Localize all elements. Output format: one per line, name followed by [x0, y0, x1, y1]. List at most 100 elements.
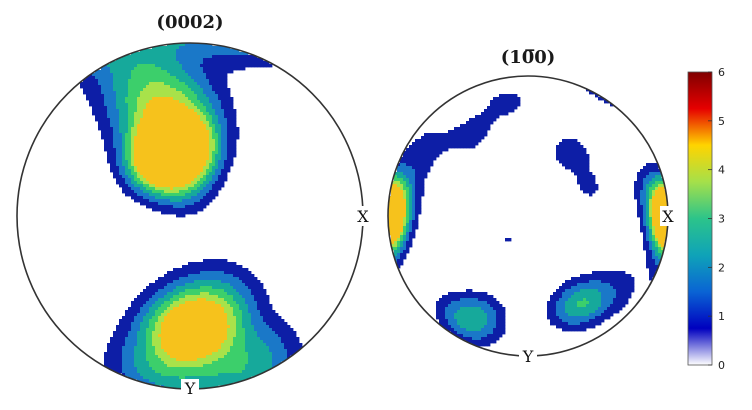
pole-figure-10-10-density-cell	[646, 169, 650, 173]
pole-figure-0002-density-cell	[188, 211, 192, 215]
pole-figure-0002-density-cell	[233, 118, 237, 122]
pole-figure-10-10-density-cell	[559, 148, 563, 152]
pole-figure-0002-density-cell	[161, 145, 165, 149]
pole-figure-0002-density-cell	[149, 361, 153, 365]
pole-figure-0002-density-cell	[158, 298, 162, 302]
pole-figure-10-10-density-cell	[403, 190, 407, 194]
pole-figure-0002-density-cell	[194, 130, 198, 134]
pole-figure-0002-density-cell	[212, 298, 216, 302]
pole-figure-0002-density-cell	[182, 298, 186, 302]
pole-figure-0002-density-cell	[146, 103, 150, 107]
pole-figure-0002-density-cell	[110, 73, 114, 77]
pole-figure-10-10-density-cell	[469, 127, 473, 131]
pole-figure-0002-density-cell	[218, 49, 222, 53]
pole-figure-0002-density-cell	[188, 205, 192, 209]
pole-figure-0002-density-cell	[191, 100, 195, 104]
pole-figure-10-10-density-cell	[649, 178, 653, 182]
pole-figure-0002-density-cell	[164, 367, 168, 371]
pole-figure-0002-density-cell	[191, 88, 195, 92]
pole-figure-0002-density-cell	[203, 133, 207, 137]
pole-figure-0002-density-cell	[197, 367, 201, 371]
pole-figure-0002-density-cell	[257, 355, 261, 359]
pole-figure-0002-density-cell	[149, 118, 153, 122]
pole-figure-0002-density-cell	[227, 148, 231, 152]
pole-figure-0002-density-cell	[158, 49, 162, 53]
pole-figure-0002-density-cell	[275, 313, 279, 317]
pole-figure-0002-density-cell	[203, 109, 207, 113]
pole-figure-0002-density-cell	[170, 181, 174, 185]
pole-figure-0002-density-cell	[227, 136, 231, 140]
pole-figure-0002-density-cell	[215, 115, 219, 119]
pole-figure-0002-density-cell	[113, 334, 117, 338]
pole-figure-0002-density-cell	[275, 325, 279, 329]
pole-figure-0002-density-cell	[89, 79, 93, 83]
pole-figure-0002-density-cell	[224, 157, 228, 161]
pole-figure-0002-density-cell	[164, 340, 168, 344]
pole-figure-0002-density-cell	[227, 166, 231, 170]
pole-figure-0002-density-cell	[155, 169, 159, 173]
pole-figure-0002-density-cell	[134, 88, 138, 92]
pole-figure-0002-density-cell	[233, 307, 237, 311]
pole-figure-0002-density-cell	[212, 310, 216, 314]
pole-figure-0002-density-cell	[194, 331, 198, 335]
pole-figure-0002-density-cell	[122, 106, 126, 110]
pole-figure-0002-density-cell	[158, 142, 162, 146]
pole-figure-0002-density-cell	[182, 73, 186, 77]
pole-figure-0002-density-cell	[170, 373, 174, 377]
pole-figure-0002-density-cell	[197, 271, 201, 275]
pole-figure-0002-density-cell	[200, 286, 204, 290]
pole-figure-0002-density-cell	[182, 280, 186, 284]
pole-figure-10-10-density-cell	[649, 163, 653, 167]
pole-figure-0002-density-cell	[230, 301, 234, 305]
pole-figure-10-10-density-cell	[412, 151, 416, 155]
pole-figure-0002-density-cell	[161, 283, 165, 287]
pole-figure-0002-density-cell	[131, 358, 135, 362]
pole-figure-0002-density-cell	[248, 373, 252, 377]
pole-figure-0002-density-cell	[176, 148, 180, 152]
pole-figure-0002-density-cell	[248, 337, 252, 341]
pole-figure-10-10-density-cell	[421, 136, 425, 140]
pole-figure-0002-density-cell	[143, 163, 147, 167]
pole-figure-0002-density-cell	[173, 295, 177, 299]
pole-figure-10-10-density-cell	[574, 151, 578, 155]
pole-figure-0002-density-cell	[149, 298, 153, 302]
pole-figure-0002-density-cell	[212, 94, 216, 98]
pole-figure-0002-density-cell	[185, 178, 189, 182]
pole-figure-0002-density-cell	[116, 145, 120, 149]
pole-figure-10-10-density-cell	[391, 190, 395, 194]
pole-figure-0002-density-cell	[146, 175, 150, 179]
pole-figure-0002-density-cell	[242, 58, 246, 62]
pole-figure-0002-density-cell	[200, 79, 204, 83]
pole-figure-10-10-density-cell	[457, 127, 461, 131]
pole-figure-0002-density-cell	[167, 331, 171, 335]
pole-figure-0002-density-cell	[116, 118, 120, 122]
pole-figure-0002-density-cell	[179, 97, 183, 101]
pole-figure-0002-density-cell	[287, 355, 291, 359]
pole-figure-0002-density-cell	[143, 361, 147, 365]
pole-figure-0002-density-cell	[209, 169, 213, 173]
pole-figure-0002-density-cell	[179, 280, 183, 284]
pole-figure-0002-density-cell	[140, 178, 144, 182]
pole-figure-0002-density-cell	[230, 130, 234, 134]
pole-figure-0002-density-cell	[122, 316, 126, 320]
pole-figure-0002-density-cell	[203, 319, 207, 323]
pole-figure-0002-density-cell	[176, 382, 180, 386]
pole-figure-10-10-density-cell	[571, 139, 575, 143]
pole-figure-0002-density-cell	[185, 331, 189, 335]
pole-figure-0002-density-cell	[152, 355, 156, 359]
pole-figure-0002-density-cell	[173, 151, 177, 155]
pole-figure-0002-density-cell	[185, 151, 189, 155]
pole-figure-0002-density-cell	[113, 79, 117, 83]
pole-figure-0002-density-cell	[170, 88, 174, 92]
pole-figure-0002-density-cell	[104, 97, 108, 101]
pole-figure-0002-density-cell	[140, 328, 144, 332]
pole-figure-0002-density-cell	[194, 262, 198, 266]
pole-figure-0002-density-cell	[125, 67, 129, 71]
pole-figure-0002-density-cell	[215, 130, 219, 134]
pole-figure-0002-density-cell	[185, 313, 189, 317]
pole-figure-0002-density-cell	[155, 205, 159, 209]
pole-figure-0002-density-cell	[155, 127, 159, 131]
pole-figure-10-10-density-cell	[580, 172, 584, 176]
pole-figure-10-10-density-cell	[427, 154, 431, 158]
pole-figure-0002-density-cell	[155, 49, 159, 53]
